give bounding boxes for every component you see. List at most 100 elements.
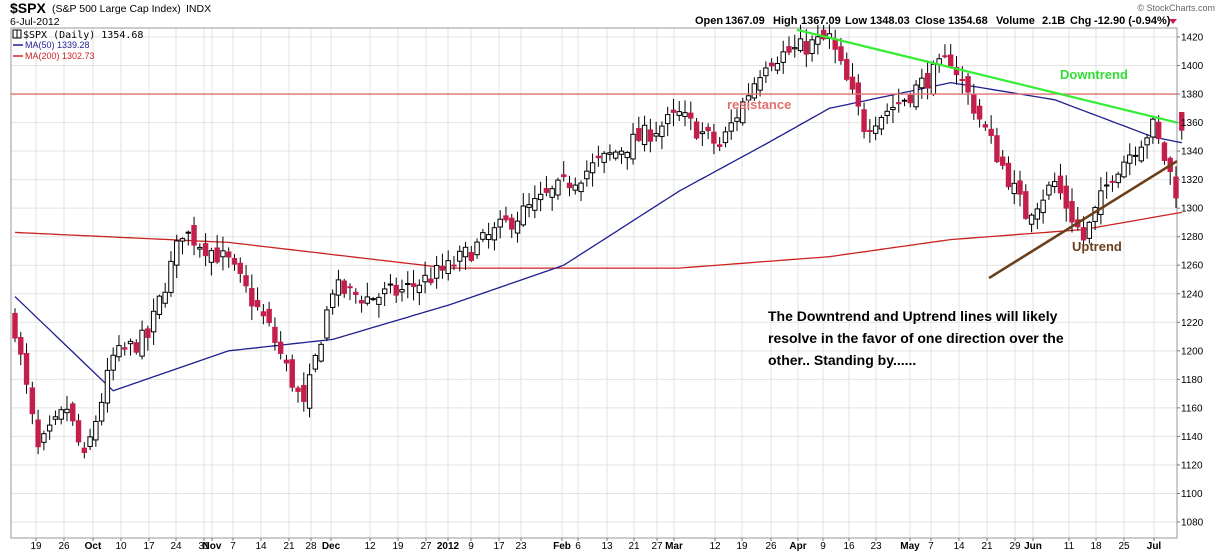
- candle-up: [797, 38, 804, 52]
- candle-down: [243, 275, 249, 287]
- note-line-1: The Downtrend and Uptrend lines will lik…: [768, 308, 1058, 324]
- candle-up: [324, 309, 330, 339]
- quote-close-value: 1354.68: [948, 15, 988, 27]
- resistance-label: resistance: [727, 97, 791, 112]
- candle-down: [301, 384, 307, 402]
- candle-down: [867, 130, 873, 133]
- candle-up: [1040, 199, 1046, 214]
- candle-up: [364, 296, 371, 304]
- candle-up: [740, 101, 746, 124]
- candle-up: [537, 193, 544, 201]
- candle-up: [491, 227, 498, 241]
- candle-down: [982, 124, 989, 128]
- x-tick-label: 19: [736, 541, 748, 551]
- candle-up: [480, 232, 486, 240]
- quote-close-label: Close: [915, 15, 945, 27]
- candle-up: [878, 116, 885, 130]
- candle-down: [1173, 176, 1179, 199]
- x-tick-label: 28: [305, 541, 317, 551]
- candle-down: [786, 46, 792, 53]
- candle-down: [1057, 175, 1064, 194]
- candle-up: [1046, 184, 1052, 196]
- watermark: © StockCharts.com: [1137, 3, 1215, 13]
- candle-up: [526, 204, 532, 208]
- x-tick-label: Apr: [789, 541, 806, 551]
- downtrend-label: Downtrend: [1060, 67, 1128, 82]
- candle-down: [428, 278, 434, 283]
- candle-up: [87, 436, 93, 447]
- candle-up: [422, 274, 428, 283]
- uptrend-line: [988, 159, 1178, 280]
- candle-up: [676, 111, 682, 116]
- quote-low-value: 1348.03: [870, 15, 910, 27]
- candle-down: [81, 447, 88, 453]
- candle-down: [976, 105, 983, 120]
- y-tick-label: 1380: [1181, 90, 1204, 101]
- ma200-line: [14, 211, 1182, 269]
- candle-down: [849, 76, 856, 90]
- candle-up: [474, 241, 480, 256]
- candle-up: [520, 205, 526, 226]
- grid-layer: [11, 28, 1177, 538]
- candle-up: [179, 238, 186, 242]
- candle-down: [277, 341, 284, 354]
- quote-low-label: Low: [845, 15, 867, 27]
- y-tick-label: 1400: [1181, 61, 1204, 72]
- candle-down: [75, 420, 82, 443]
- candle-up: [549, 188, 555, 198]
- y-tick-label: 1160: [1181, 403, 1203, 414]
- candle-up: [1011, 182, 1017, 195]
- candle-up: [104, 369, 111, 404]
- quote-bar: Open 1367.09 High 1367.09 Low 1348.03 Cl…: [695, 15, 1177, 27]
- candle-down: [861, 109, 867, 132]
- candle-up: [601, 152, 607, 163]
- candle-down: [971, 93, 977, 114]
- candle-up: [58, 409, 64, 420]
- candle-down: [670, 109, 677, 113]
- plot-frame: [10, 27, 1178, 539]
- quote-chg-label: Chg: [1070, 15, 1091, 27]
- candle-up: [757, 77, 763, 91]
- x-tick-label: 27: [651, 541, 663, 551]
- candle-up: [624, 151, 630, 159]
- legend: $SPX (Daily) 1354.68 MA(50) 1339.28 MA(2…: [12, 29, 143, 61]
- candle-up: [387, 283, 394, 286]
- candle-up: [1115, 173, 1121, 184]
- candle-up: [722, 131, 729, 144]
- candle-down: [295, 387, 301, 392]
- candle-up: [809, 39, 815, 54]
- x-tick-label: 12: [709, 541, 721, 551]
- candle-up: [1086, 221, 1093, 239]
- y-tick-label: 1180: [1181, 375, 1203, 386]
- y-tick-label: 1120: [1181, 460, 1203, 471]
- candle-up: [127, 340, 134, 345]
- candle-up: [618, 150, 625, 155]
- candle-down: [358, 300, 365, 304]
- candle-up: [613, 151, 619, 159]
- candle-down: [272, 326, 278, 343]
- candle-down: [647, 129, 654, 142]
- candle-up: [46, 424, 53, 432]
- x-tick-label: 23: [515, 541, 527, 551]
- x-tick-label: 19: [392, 541, 404, 551]
- candle-up: [139, 329, 145, 357]
- candle-down: [1080, 227, 1087, 241]
- candle-down: [289, 359, 295, 388]
- candle-down: [1069, 201, 1075, 223]
- candle-down: [543, 187, 550, 193]
- down-arrow-icon: [1169, 19, 1177, 24]
- candle-down: [832, 39, 838, 50]
- x-tick-label: 21: [981, 541, 993, 551]
- candle-down: [410, 283, 417, 287]
- candle-down: [35, 419, 41, 448]
- candle-down: [202, 243, 209, 257]
- y-tick-label: 1340: [1181, 147, 1204, 158]
- candle-up: [514, 220, 521, 234]
- candle-down: [838, 46, 844, 62]
- candle-up: [664, 114, 671, 125]
- candle-down: [23, 352, 30, 385]
- candle-down: [595, 155, 602, 159]
- x-tick-label: 24: [170, 541, 182, 551]
- x-tick-label: 2012: [437, 541, 460, 551]
